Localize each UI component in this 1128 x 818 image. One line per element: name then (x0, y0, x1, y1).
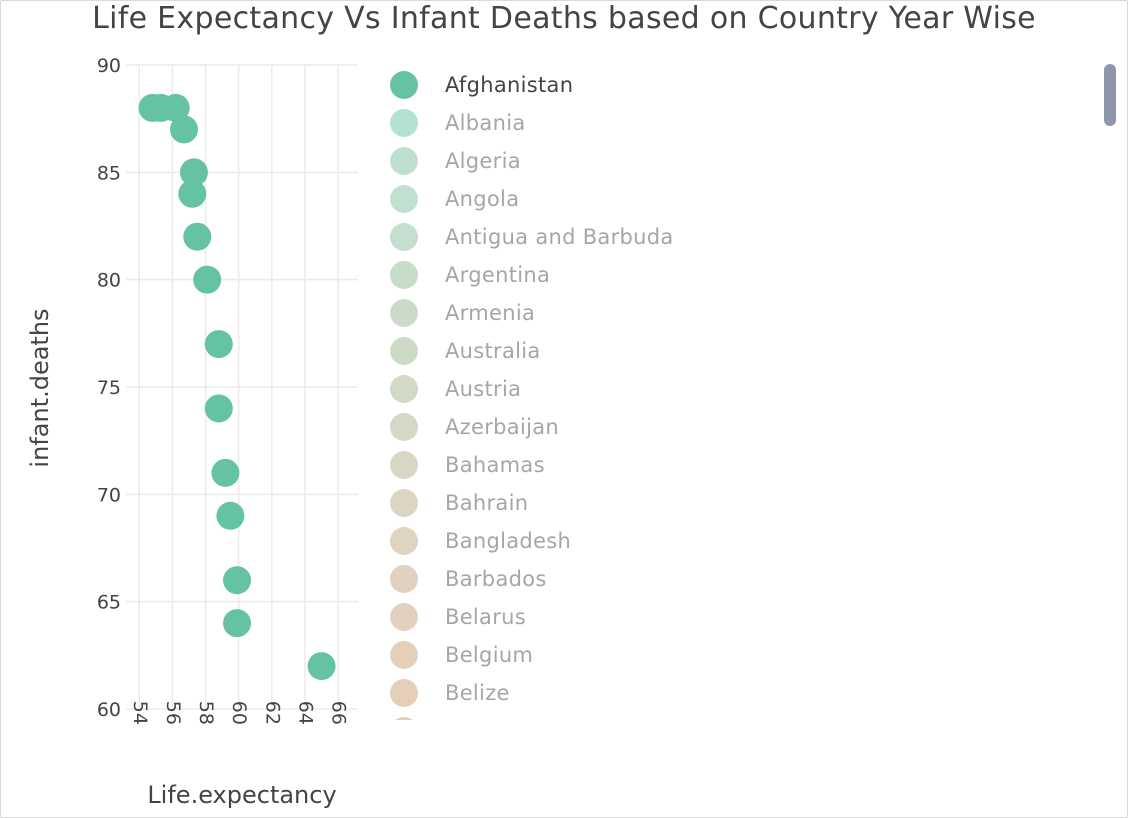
legend-label: Azerbaijan (445, 415, 559, 439)
legend-marker-icon (390, 641, 418, 669)
y-axis-title: infant.deaths (26, 308, 54, 467)
y-tick-label: 70 (97, 484, 121, 506)
data-point[interactable] (307, 652, 336, 681)
legend-label: Bahrain (445, 491, 529, 515)
legend-item[interactable]: Azerbaijan (380, 408, 1060, 446)
y-axis-ticks: 60 65 70 75 80 85 90 (97, 55, 121, 721)
chart-title: Life Expectancy Vs Infant Deaths based o… (92, 1, 1036, 36)
legend-item[interactable]: Belarus (380, 598, 1060, 636)
data-point[interactable] (223, 609, 252, 638)
legend-item[interactable] (380, 712, 1060, 720)
legend-marker-icon (390, 299, 418, 327)
x-tick-label: 54 (129, 701, 151, 725)
data-point[interactable] (161, 93, 190, 122)
legend-marker-icon (390, 185, 418, 213)
legend-marker-icon (390, 489, 418, 517)
legend-marker-icon (390, 413, 418, 441)
legend-item[interactable]: Barbados (380, 560, 1060, 598)
y-tick-label: 75 (97, 377, 121, 399)
y-tick-label: 90 (97, 55, 121, 77)
legend-item[interactable]: Antigua and Barbuda (380, 218, 1060, 256)
legend-item[interactable]: Argentina (380, 256, 1060, 294)
y-tick-label: 65 (97, 592, 121, 614)
legend-label: Algeria (445, 149, 521, 173)
x-tick-label: 66 (328, 701, 350, 725)
legend-label: Barbados (445, 567, 547, 591)
legend-item[interactable]: Bahamas (380, 446, 1060, 484)
legend-item[interactable]: Belize (380, 674, 1060, 712)
legend-label: Argentina (445, 263, 551, 287)
legend-marker-icon (390, 717, 418, 720)
y-tick-label: 60 (97, 699, 121, 721)
legend-item[interactable]: Algeria (380, 142, 1060, 180)
x-tick-label: 58 (195, 701, 217, 725)
legend-label: Australia (445, 339, 541, 363)
legend-marker-icon (390, 451, 418, 479)
legend-marker-icon (390, 375, 418, 403)
legend-label: Belgium (445, 643, 534, 667)
legend-item[interactable]: Bangladesh (380, 522, 1060, 560)
legend-marker-icon (390, 565, 418, 593)
x-tick-label: 60 (228, 701, 250, 725)
data-points (138, 93, 336, 681)
legend-item[interactable]: Bahrain (380, 484, 1060, 522)
legend-label: Angola (445, 187, 520, 211)
legend-marker-icon (390, 679, 418, 707)
y-tick-label: 80 (97, 270, 121, 292)
data-point[interactable] (193, 265, 222, 294)
legend[interactable]: Afghanistan Albania Algeria Angola Antigua a… (380, 66, 1080, 720)
legend-item[interactable]: Belgium (380, 636, 1060, 674)
legend-marker-icon (390, 147, 418, 175)
x-tick-label: 62 (261, 701, 283, 725)
x-tick-label: 56 (162, 701, 184, 725)
legend-marker-icon (390, 337, 418, 365)
legend-item[interactable]: Albania (380, 104, 1060, 142)
legend-label: Bahamas (445, 453, 545, 477)
legend-item[interactable]: Austria (380, 370, 1060, 408)
data-point[interactable] (211, 458, 240, 487)
legend-label: Belize (445, 681, 510, 705)
data-point[interactable] (204, 330, 233, 359)
legend-label: Antigua and Barbuda (445, 225, 674, 249)
y-tick-label: 85 (97, 162, 121, 184)
data-point[interactable] (170, 115, 198, 144)
legend-label: Austria (445, 377, 522, 401)
data-point[interactable] (178, 179, 207, 208)
data-point[interactable] (223, 566, 252, 595)
legend-marker-icon (390, 261, 418, 289)
data-point[interactable] (183, 222, 212, 251)
legend-marker-icon (390, 109, 418, 137)
data-point[interactable] (179, 158, 208, 187)
legend-scrollbar[interactable] (1104, 64, 1116, 126)
legend-item[interactable]: Armenia (380, 294, 1060, 332)
x-tick-label: 64 (294, 701, 316, 725)
legend-marker-icon (390, 71, 418, 99)
legend-label: Albania (445, 111, 526, 135)
legend-marker-icon (390, 603, 418, 631)
legend-marker-icon (390, 223, 418, 251)
legend-label: Bangladesh (445, 529, 572, 553)
data-point[interactable] (204, 394, 233, 423)
legend-marker-icon (390, 527, 418, 555)
legend-item[interactable]: Australia (380, 332, 1060, 370)
legend-label: Afghanistan (445, 73, 574, 97)
x-axis-title: Life.expectancy (147, 781, 336, 809)
data-point[interactable] (216, 501, 245, 530)
legend-item[interactable]: Afghanistan (380, 66, 1060, 104)
legend-label: Armenia (445, 301, 536, 325)
legend-item[interactable]: Angola (380, 180, 1060, 218)
legend-label: Belarus (445, 605, 527, 629)
x-axis-ticks: 54 56 58 60 62 64 66 (129, 701, 350, 725)
